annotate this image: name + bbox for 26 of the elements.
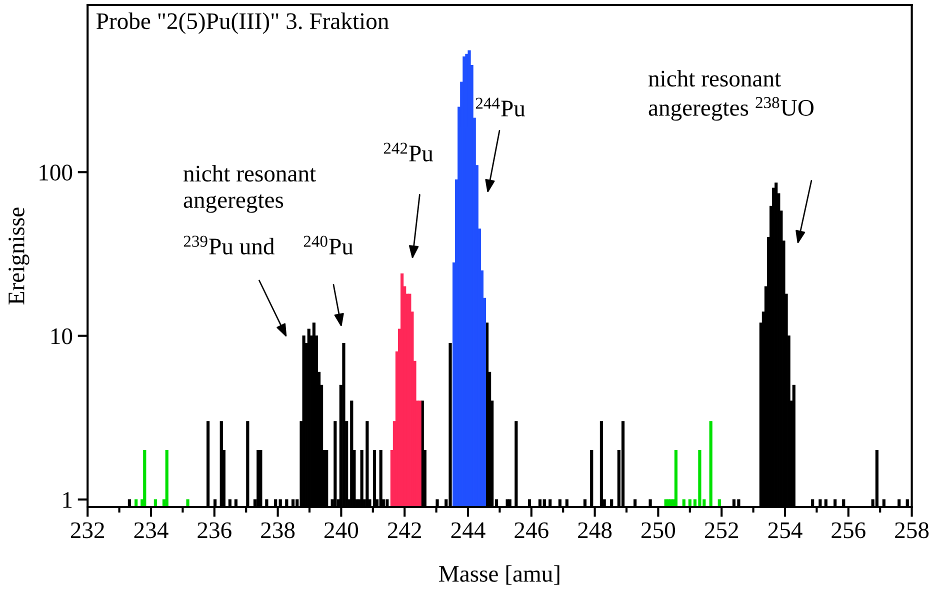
chart-title: Probe "2(5)Pu(III)" 3. Fraktion [96, 12, 389, 34]
annotation: nicht resonant angeregtes [184, 165, 316, 213]
x-tick-label: 234 [134, 522, 168, 538]
x-tick-label: 240 [324, 522, 358, 538]
y-tick-label: 10 [51, 328, 72, 344]
annotation: $^{239}$Pu und [184, 236, 274, 254]
x-tick-label: 244 [451, 522, 486, 538]
x-tick-label: 256 [832, 522, 866, 538]
x-tick-label: 258 [895, 522, 929, 538]
annotation: nicht resonant angeregtes $^{238}$UO [648, 70, 814, 121]
x-tick-label: 232 [70, 522, 104, 538]
x-tick-label: 242 [388, 522, 422, 538]
x-axis-title: Masse [amu] [439, 565, 560, 585]
annotation: $^{240}$Pu [304, 236, 354, 255]
x-tick-label: 254 [768, 522, 802, 538]
x-tick-label: 238 [261, 522, 295, 538]
y-tick-label: 100 [40, 164, 72, 181]
x-tick-label: 252 [704, 522, 738, 538]
x-tick-label: 250 [642, 522, 676, 538]
annotation: $^{242}$Pu [384, 142, 434, 162]
x-tick-label: 248 [578, 522, 612, 538]
y-axis-title: Ereignisse [8, 208, 30, 304]
y-tick-label: 1 [63, 492, 72, 508]
x-tick-label: 236 [198, 522, 232, 538]
x-tick-label: 246 [514, 522, 548, 538]
annotation: $^{244}$Pu [476, 98, 526, 116]
